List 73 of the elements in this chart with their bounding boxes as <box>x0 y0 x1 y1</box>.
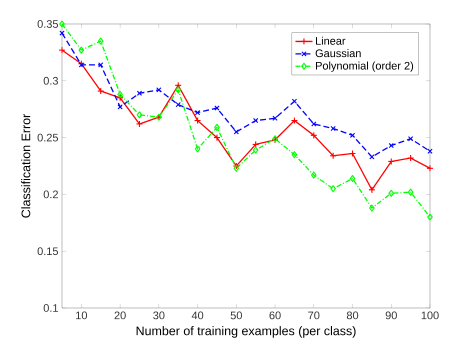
y-tick-label: 0.25 <box>38 134 58 142</box>
point <box>98 37 104 45</box>
x-tick-label: 70 <box>308 312 320 320</box>
point <box>330 126 336 132</box>
point <box>59 30 65 36</box>
x-tick-label: 80 <box>346 312 358 320</box>
point <box>78 46 84 54</box>
point <box>368 186 376 194</box>
x-tick-label: 50 <box>230 312 242 320</box>
point <box>348 150 356 158</box>
point <box>232 162 240 170</box>
point <box>175 86 181 94</box>
point <box>117 104 123 110</box>
x-tick-label: 60 <box>270 312 281 320</box>
point <box>388 142 394 148</box>
legend-label: Polynomial (order 2) <box>316 62 414 72</box>
x-tick-label: 90 <box>386 312 397 320</box>
y-tick-label: 0.2 <box>44 190 58 198</box>
point <box>408 188 414 196</box>
x-tick-label: 30 <box>153 312 164 320</box>
point <box>290 117 298 124</box>
point <box>194 110 200 116</box>
point <box>116 94 124 102</box>
point <box>350 174 356 182</box>
point <box>311 121 316 127</box>
point <box>408 136 414 142</box>
point <box>388 190 394 197</box>
point <box>59 20 65 28</box>
point <box>427 214 433 221</box>
point <box>194 117 202 124</box>
point <box>98 62 104 68</box>
point <box>214 124 220 131</box>
point <box>136 90 142 96</box>
point <box>213 134 220 142</box>
point <box>388 158 395 165</box>
y-tick-label: 0.1 <box>44 304 58 312</box>
point <box>117 90 123 98</box>
point <box>292 98 298 104</box>
point <box>252 140 260 148</box>
point <box>214 105 220 111</box>
x-tick-label: 20 <box>114 312 126 320</box>
point <box>272 116 278 121</box>
x-tick-label: 40 <box>192 312 204 320</box>
point <box>176 102 181 108</box>
point <box>136 120 144 128</box>
point <box>310 172 317 179</box>
point <box>174 82 182 89</box>
y-axis-title: Classification Error <box>21 114 30 218</box>
point <box>310 132 318 139</box>
legend-label: Gaussian <box>316 49 361 58</box>
point <box>369 154 375 160</box>
x-tick-label: 100 <box>422 312 439 320</box>
point <box>194 145 200 152</box>
point <box>407 154 414 162</box>
x-tick-label: 10 <box>76 312 88 320</box>
point <box>330 152 337 160</box>
y-tick-label: 0.35 <box>38 20 58 28</box>
point <box>292 151 298 158</box>
point <box>253 118 258 124</box>
point <box>369 204 375 212</box>
y-tick-label: 0.3 <box>44 76 58 85</box>
point <box>136 111 142 118</box>
point <box>234 129 239 135</box>
x-axis-title: Number of training examples (per class) <box>136 326 356 338</box>
point <box>156 87 162 93</box>
point <box>427 148 433 154</box>
legend-label: Linear <box>316 36 346 45</box>
point <box>97 87 104 95</box>
point <box>350 132 356 138</box>
point <box>252 146 258 154</box>
y-tick-label: 0.15 <box>38 247 58 256</box>
point <box>234 164 240 172</box>
point <box>330 185 336 192</box>
